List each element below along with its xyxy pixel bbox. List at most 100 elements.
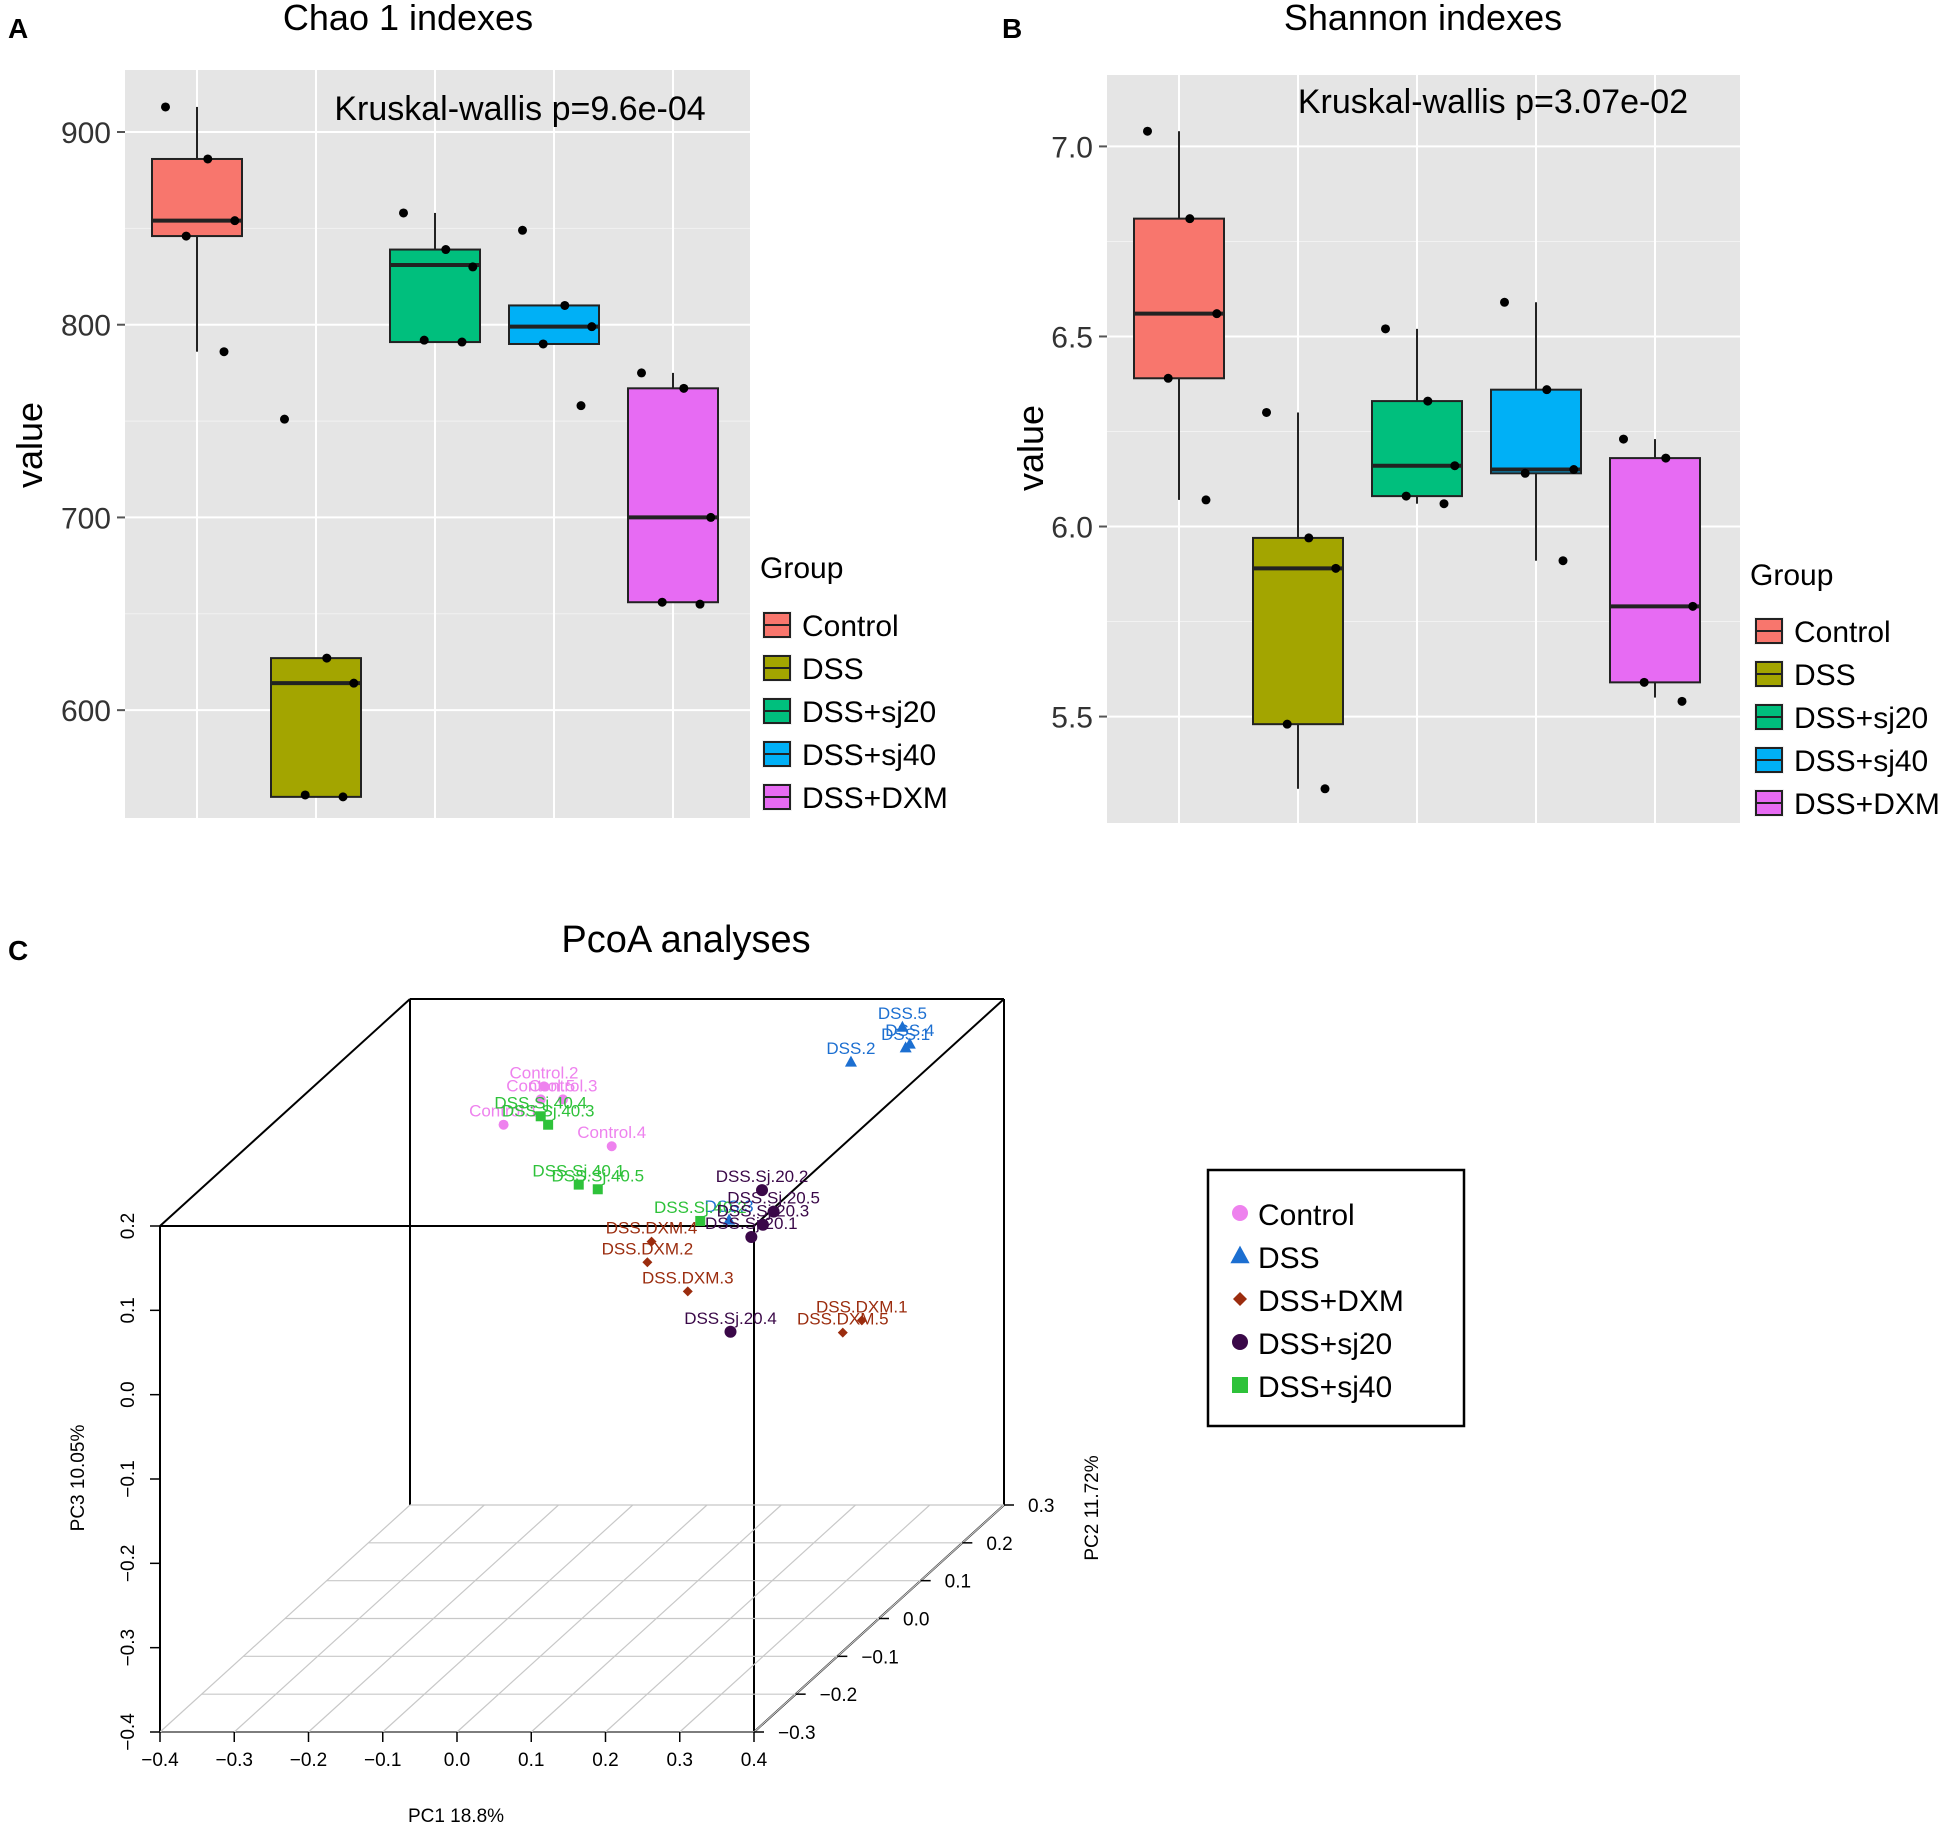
c-point-control-2: Control.2 — [509, 1063, 578, 1092]
panel-c-zlabel: PC3 10.05% — [68, 1425, 89, 1532]
c-point-label: DSS.Sj.40.3 — [502, 1102, 595, 1121]
c-point-dss-sj-40-2: DSS.Sj.40.2 — [654, 1198, 747, 1226]
a-data-point — [338, 792, 348, 802]
c-xtick-label: −0.1 — [364, 1750, 402, 1771]
c-point-label: Control.1 — [469, 1102, 538, 1121]
c-ytick-label: 0.0 — [903, 1610, 929, 1631]
b-data-point — [1201, 495, 1211, 505]
c-legend-marker — [1232, 1334, 1248, 1350]
c-point-control-1: Control.1 — [469, 1102, 538, 1130]
c-point-dss-dxm-4: DSS.DXM.4 — [606, 1219, 697, 1247]
c-point-label: DSS.Sj.20.4 — [684, 1309, 777, 1328]
panel-a-y-ticks: 600 700 800 900 — [61, 117, 125, 728]
c-legend-label: Control — [1258, 1199, 1355, 1232]
a-box-body — [270, 657, 362, 798]
c-point-label: DSS.3 — [704, 1197, 753, 1216]
b-legend-label: DSS+DXM — [1794, 788, 1940, 821]
c-legend-label: DSS+DXM — [1258, 1285, 1404, 1318]
panel-a: A Chao 1 indexes Kruskal-wallis p=9.6e-0… — [8, 0, 948, 818]
panel-c-title: PcoA analyses — [561, 919, 810, 961]
c-point-label: DSS.DXM.2 — [602, 1239, 694, 1258]
c-xtick-label: 0.3 — [667, 1750, 693, 1771]
a-data-point — [441, 245, 451, 255]
a-legend-key-dss: DSS — [762, 653, 864, 686]
c-ztick-label: 0.2 — [118, 1213, 139, 1239]
a-data-point — [300, 790, 310, 800]
c-legend-item-dss: DSS — [1230, 1242, 1320, 1275]
a-box-control — [151, 106, 243, 352]
a-data-point — [230, 216, 240, 226]
c-point-dss-sj-20-4: DSS.Sj.20.4 — [684, 1309, 777, 1338]
b-data-point — [1381, 324, 1390, 334]
b-ytick-label: 6.0 — [1051, 512, 1093, 545]
c-xtick-label: 0.0 — [444, 1750, 470, 1771]
c-point-label: DSS.Sj.40.1 — [532, 1162, 625, 1181]
panel-b-letter: B — [1002, 13, 1022, 44]
c-point-label: DSS.1 — [881, 1025, 930, 1044]
panel-a-points — [161, 102, 716, 802]
b-data-point — [1639, 677, 1649, 687]
c-point-marker — [899, 1041, 912, 1053]
c-point-dss-dxm-1: DSS.DXM.1 — [816, 1297, 908, 1326]
c-point-marker — [856, 1315, 867, 1326]
panel-c-legend-frame — [1206, 1168, 1466, 1428]
b-data-point — [1450, 461, 1460, 471]
b-data-point — [1520, 468, 1530, 478]
a-data-point — [637, 368, 646, 378]
panel-b-y-ticks: 5.5 6.0 6.5 7.0 — [1051, 131, 1107, 735]
c-point-label: DSS.2 — [826, 1039, 875, 1058]
panel-c-ylabel: PC2 11.72% — [1082, 1455, 1103, 1560]
panel-c: C PcoA analyses −0.4 −0.3 −0.2 −0.1 0.0 0.1 0.… — [8, 919, 1466, 1825]
a-legend-key-control: Control — [762, 610, 899, 643]
a-legend-label: DSS+sj40 — [802, 739, 936, 772]
c-point-dss-sj-20-5: DSS.Sj.20.5 — [727, 1189, 820, 1218]
c-ytick-label: −0.3 — [778, 1723, 816, 1744]
panel-b-annotation: Kruskal-wallis p=3.07e-02 — [1298, 83, 1688, 121]
c-point-label: DSS.Sj.20.2 — [716, 1167, 809, 1186]
a-box-dss — [270, 657, 362, 798]
panel-b-legend-title: Group — [1750, 559, 1833, 592]
b-data-point — [1320, 784, 1330, 794]
c-point-marker — [844, 1055, 857, 1067]
b-box-control — [1133, 131, 1225, 500]
c-ztick-label: 0.0 — [118, 1381, 139, 1407]
b-ytick-label: 7.0 — [1051, 131, 1093, 164]
b-legend-key-control: Control — [1754, 616, 1891, 649]
a-box-dss-dxm — [627, 372, 719, 604]
c-point-marker — [767, 1205, 780, 1218]
c-point-label: DSS.DXM.1 — [816, 1297, 908, 1316]
c-point-marker — [695, 1215, 706, 1226]
c-point-label: DSS.Sj.40.4 — [494, 1093, 587, 1112]
panel-a-legend-title: Group — [760, 552, 843, 585]
panel-a-letter: A — [8, 13, 28, 44]
a-box-dss-sj40 — [508, 304, 600, 345]
a-legend-label: DSS+sj20 — [802, 696, 936, 729]
c-legend-marker — [1232, 1205, 1248, 1221]
b-data-point — [1569, 465, 1579, 475]
a-legend-key-dss-sj40: DSS+sj40 — [762, 739, 936, 772]
c-point-dss-dxm-2: DSS.DXM.2 — [602, 1239, 694, 1268]
c-point-control-3: Control.3 — [528, 1076, 597, 1105]
c-xtick-label: −0.4 — [141, 1750, 179, 1771]
a-box-body — [627, 387, 719, 604]
b-data-point — [1282, 719, 1292, 729]
c-ytick-label: −0.1 — [861, 1647, 899, 1668]
a-box-dss-sj20 — [389, 212, 481, 344]
b-data-point — [1212, 309, 1222, 319]
a-legend-label: Control — [802, 610, 899, 643]
b-legend-key-dss-sj20: DSS+sj20 — [1754, 702, 1928, 735]
b-legend-key-dss: DSS — [1754, 659, 1856, 692]
b-data-point — [1661, 453, 1671, 463]
c-xtick-label: 0.1 — [518, 1750, 544, 1771]
b-legend-label: Control — [1794, 616, 1891, 649]
a-data-point — [657, 597, 667, 607]
panel-c-legend: Control DSS DSS+DXM DSS+sj20 DSS+sj40 — [1206, 1168, 1466, 1428]
c-point-dss-5: DSS.5 — [878, 1004, 927, 1032]
b-box-dss-dxm — [1609, 439, 1701, 698]
c-ytick-label: 0.3 — [1028, 1496, 1054, 1517]
c-legend-label: DSS+sj20 — [1258, 1328, 1392, 1361]
c-point-label: DSS.Sj.20.3 — [717, 1202, 810, 1221]
c-point-marker — [756, 1218, 769, 1231]
c-point-dss-sj-20-2: DSS.Sj.20.2 — [716, 1167, 809, 1197]
